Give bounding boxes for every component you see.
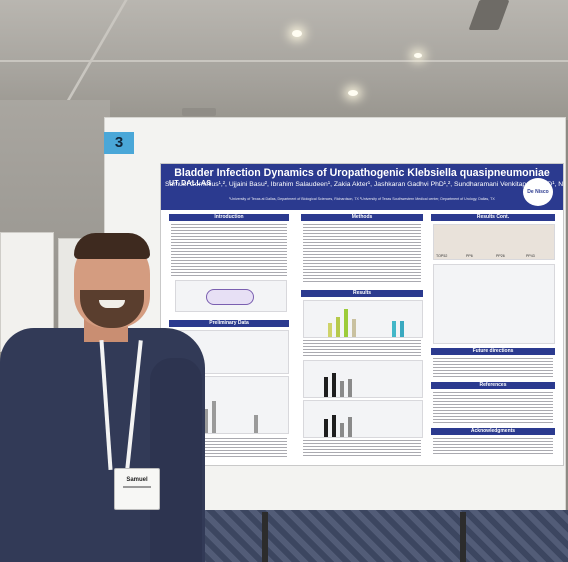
bar bbox=[324, 377, 328, 397]
bar bbox=[332, 373, 336, 397]
bar bbox=[352, 319, 356, 337]
bar bbox=[212, 401, 216, 433]
ceiling-light bbox=[292, 30, 302, 37]
strain-label: PP43 bbox=[526, 254, 535, 258]
person-hair bbox=[74, 233, 150, 259]
poster-header: Bladder Infection Dynamics of Uropathoge… bbox=[161, 164, 564, 223]
intro-text bbox=[171, 224, 287, 276]
bacteria-diagram bbox=[175, 280, 287, 312]
poster-title: Bladder Infection Dynamics of Uropathoge… bbox=[174, 167, 550, 179]
section-future-directions: Future directions bbox=[431, 348, 555, 355]
bar bbox=[340, 423, 344, 437]
poster-authors: Samuel Cornelius¹,², Ujjaini Basu², Ibra… bbox=[165, 181, 564, 188]
references-text bbox=[433, 392, 553, 424]
results-caption bbox=[303, 340, 421, 356]
results-bar-chart bbox=[303, 300, 423, 338]
bar bbox=[328, 323, 332, 337]
bar bbox=[348, 417, 352, 437]
capsule-shape bbox=[206, 289, 254, 305]
bar bbox=[400, 321, 404, 337]
section-methods: Methods bbox=[301, 214, 423, 221]
board-stand bbox=[460, 512, 466, 562]
ceiling-light bbox=[414, 53, 422, 58]
section-results: Results bbox=[301, 290, 423, 297]
bar bbox=[204, 409, 208, 433]
methods-text bbox=[303, 224, 421, 282]
board-stand bbox=[262, 512, 268, 562]
section-preliminary-data: Preliminary Data bbox=[169, 320, 289, 327]
bar bbox=[324, 419, 328, 437]
bar bbox=[392, 321, 396, 337]
strain-label: PP6 bbox=[466, 254, 473, 258]
poster-affiliation: ¹University of Texas at Dallas, Departme… bbox=[229, 197, 495, 201]
section-acknowledgments: Acknowledgments bbox=[431, 428, 555, 435]
person-arm bbox=[150, 358, 202, 562]
bar bbox=[336, 317, 340, 337]
bar bbox=[340, 381, 344, 397]
bar bbox=[254, 415, 258, 433]
bar bbox=[348, 379, 352, 397]
acknowledgments-text bbox=[433, 438, 553, 456]
ceiling-light bbox=[348, 90, 358, 96]
ceiling-seam bbox=[0, 60, 568, 62]
bar bbox=[332, 415, 336, 437]
colony-images: TOP52 PP6 PP26 PP43 bbox=[433, 224, 555, 260]
badge-name: Samuel bbox=[126, 477, 148, 483]
research-poster: Bladder Infection Dynamics of Uropathoge… bbox=[160, 163, 564, 466]
section-introduction: Introduction bbox=[169, 214, 289, 221]
results-caption-2 bbox=[303, 440, 421, 458]
scatter-figure bbox=[433, 264, 555, 344]
strain-label: PP26 bbox=[496, 254, 505, 258]
person-smile bbox=[99, 300, 125, 308]
strain-label: TOP52 bbox=[436, 254, 448, 258]
bar bbox=[344, 309, 348, 337]
carpet-floor bbox=[190, 510, 568, 562]
ut-dallas-logo: UT DALLAS bbox=[169, 180, 212, 187]
results-figure-3 bbox=[303, 400, 423, 438]
table-number-tag: 3 bbox=[104, 132, 134, 154]
lab-logo: De Nisco Lab bbox=[523, 178, 553, 223]
ceiling-speaker bbox=[182, 108, 216, 116]
future-text bbox=[433, 358, 553, 378]
results-figure-2 bbox=[303, 360, 423, 398]
name-badge: Samuel bbox=[114, 468, 160, 510]
section-references: References bbox=[431, 382, 555, 389]
section-results-cont: Results Cont. bbox=[431, 214, 555, 221]
ceiling-vent bbox=[468, 0, 510, 30]
badge-subtext bbox=[123, 486, 151, 488]
